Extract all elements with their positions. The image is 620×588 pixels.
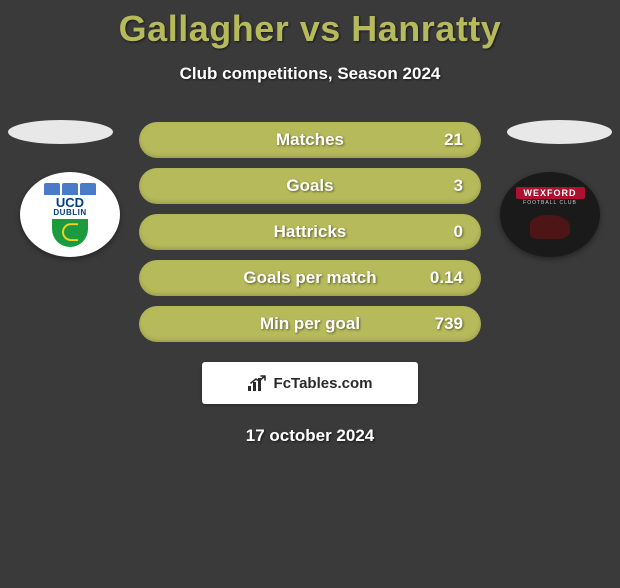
- stat-row-goals: Goals 3: [139, 168, 481, 204]
- stat-row-matches: Matches 21: [139, 122, 481, 158]
- stat-label: Hattricks: [157, 222, 463, 242]
- stat-label: Min per goal: [157, 314, 463, 334]
- shield-icon: [52, 219, 88, 247]
- right-club-badge: WEXFORD FOOTBALL CLUB: [500, 172, 600, 257]
- stat-value: 21: [444, 130, 463, 150]
- stat-value: 0: [454, 222, 463, 242]
- stat-value: 0.14: [430, 268, 463, 288]
- club-sub-label: FOOTBALL CLUB: [523, 200, 577, 206]
- club-name-label: UCD: [56, 196, 84, 209]
- stat-value: 739: [435, 314, 463, 334]
- comparison-panel: UCD DUBLIN WEXFORD FOOTBALL CLUB Matches…: [0, 112, 620, 342]
- ucd-crest: UCD DUBLIN: [20, 172, 120, 257]
- stat-label: Goals: [157, 176, 463, 196]
- stat-row-min-per-goal: Min per goal 739: [139, 306, 481, 342]
- castle-icon: [62, 183, 78, 195]
- brand-label: FcTables.com: [274, 375, 373, 392]
- stat-row-hattricks: Hattricks 0: [139, 214, 481, 250]
- left-player-ellipse: [8, 120, 113, 144]
- stats-list: Matches 21 Goals 3 Hattricks 0 Goals per…: [139, 122, 481, 352]
- right-player-ellipse: [507, 120, 612, 144]
- castle-icon: [80, 183, 96, 195]
- harp-icon: [62, 223, 78, 241]
- date-label: 17 october 2024: [0, 426, 620, 446]
- subtitle: Club competitions, Season 2024: [0, 64, 620, 84]
- wexford-crest: WEXFORD FOOTBALL CLUB: [500, 172, 600, 257]
- stat-label: Goals per match: [157, 268, 463, 288]
- castle-icon: [44, 183, 60, 195]
- stat-label: Matches: [157, 130, 463, 150]
- club-name-label: WEXFORD: [516, 187, 585, 199]
- page-title: Gallagher vs Hanratty: [0, 8, 620, 50]
- stat-row-goals-per-match: Goals per match 0.14: [139, 260, 481, 296]
- left-club-badge: UCD DUBLIN: [20, 172, 120, 257]
- animal-icon: [528, 209, 572, 243]
- chart-icon: [248, 375, 268, 391]
- brand-badge: FcTables.com: [202, 362, 418, 404]
- stat-value: 3: [454, 176, 463, 196]
- club-sub-label: DUBLIN: [53, 209, 86, 217]
